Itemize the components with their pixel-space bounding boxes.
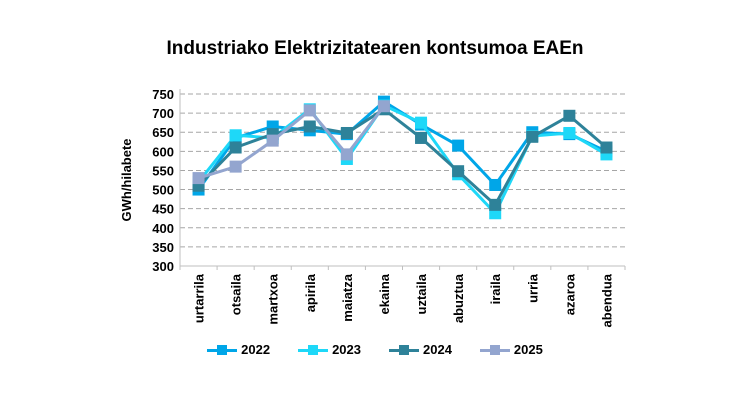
x-tick-label: abuztua — [451, 273, 466, 323]
y-tick-label: 750 — [152, 87, 174, 102]
data-point-2025 — [192, 172, 205, 185]
data-point-2022 — [489, 178, 502, 191]
y-tick-label: 500 — [152, 183, 174, 198]
x-tick-label: martxoa — [266, 273, 281, 324]
data-point-2024 — [526, 130, 539, 143]
y-tick-label: 400 — [152, 221, 174, 236]
y-tick-label: 350 — [152, 240, 174, 255]
y-tick-label: 700 — [152, 106, 174, 121]
series-line-2023 — [197, 103, 608, 216]
data-point-2024 — [415, 131, 428, 144]
data-point-2023 — [415, 116, 428, 129]
y-tick-label: 650 — [152, 125, 174, 140]
legend-swatch-icon — [298, 344, 329, 355]
x-tick-label: uztaila — [414, 273, 429, 314]
x-tick-label: urtarrila — [192, 273, 207, 323]
series-line-2024 — [197, 107, 608, 208]
y-tick-label: 300 — [152, 259, 174, 274]
legend-item-2023: 2023 — [298, 342, 361, 357]
legend-label: 2022 — [241, 342, 271, 357]
data-point-2025 — [340, 148, 353, 161]
x-tick-label: abendua — [599, 273, 614, 327]
legend-label: 2024 — [423, 342, 452, 357]
x-tick-label: urria — [525, 273, 540, 303]
chart-title: Industriako Elektrizitatearen kontsumoa … — [166, 38, 584, 59]
x-tick-label: maiatza — [340, 273, 355, 321]
legend-item-2022: 2022 — [207, 342, 270, 357]
legend-label: 2023 — [332, 342, 361, 357]
y-tick-label: 600 — [152, 144, 174, 159]
data-point-2025 — [229, 160, 242, 173]
legend-swatch-icon — [389, 344, 419, 355]
y-tick-label: 450 — [152, 202, 174, 217]
legend-label: 2025 — [513, 342, 543, 357]
data-point-2025 — [377, 100, 390, 113]
data-point-2023 — [229, 129, 242, 142]
data-point-2024 — [303, 120, 316, 133]
data-point-2024 — [452, 165, 465, 178]
data-point-2024 — [340, 126, 353, 139]
series-line-2025 — [198, 105, 386, 180]
data-point-2022 — [452, 139, 465, 152]
data-point-2023 — [563, 126, 576, 139]
data-point-2024 — [229, 141, 242, 154]
legend-swatch-icon — [479, 344, 510, 355]
y-tick-label: 550 — [152, 163, 174, 178]
legend-item-2024: 2024 — [389, 342, 452, 357]
x-tick-label: azaroa — [562, 273, 577, 315]
x-tick-label: iraila — [488, 273, 503, 304]
legend-swatch-icon — [207, 344, 238, 355]
y-axis-label: GWh/hilabete — [119, 138, 134, 221]
x-tick-label: otsaila — [229, 273, 244, 315]
data-point-2024 — [489, 198, 502, 211]
data-point-2024 — [563, 109, 576, 122]
x-tick-label: apirila — [303, 273, 318, 312]
data-point-2025 — [303, 104, 316, 117]
data-point-2024 — [600, 141, 613, 154]
data-point-2025 — [266, 134, 279, 147]
x-tick-label: ekaina — [377, 273, 392, 314]
legend: 2022 2023 2024 2025 — [0, 342, 750, 357]
legend-item-2025: 2025 — [479, 342, 543, 357]
